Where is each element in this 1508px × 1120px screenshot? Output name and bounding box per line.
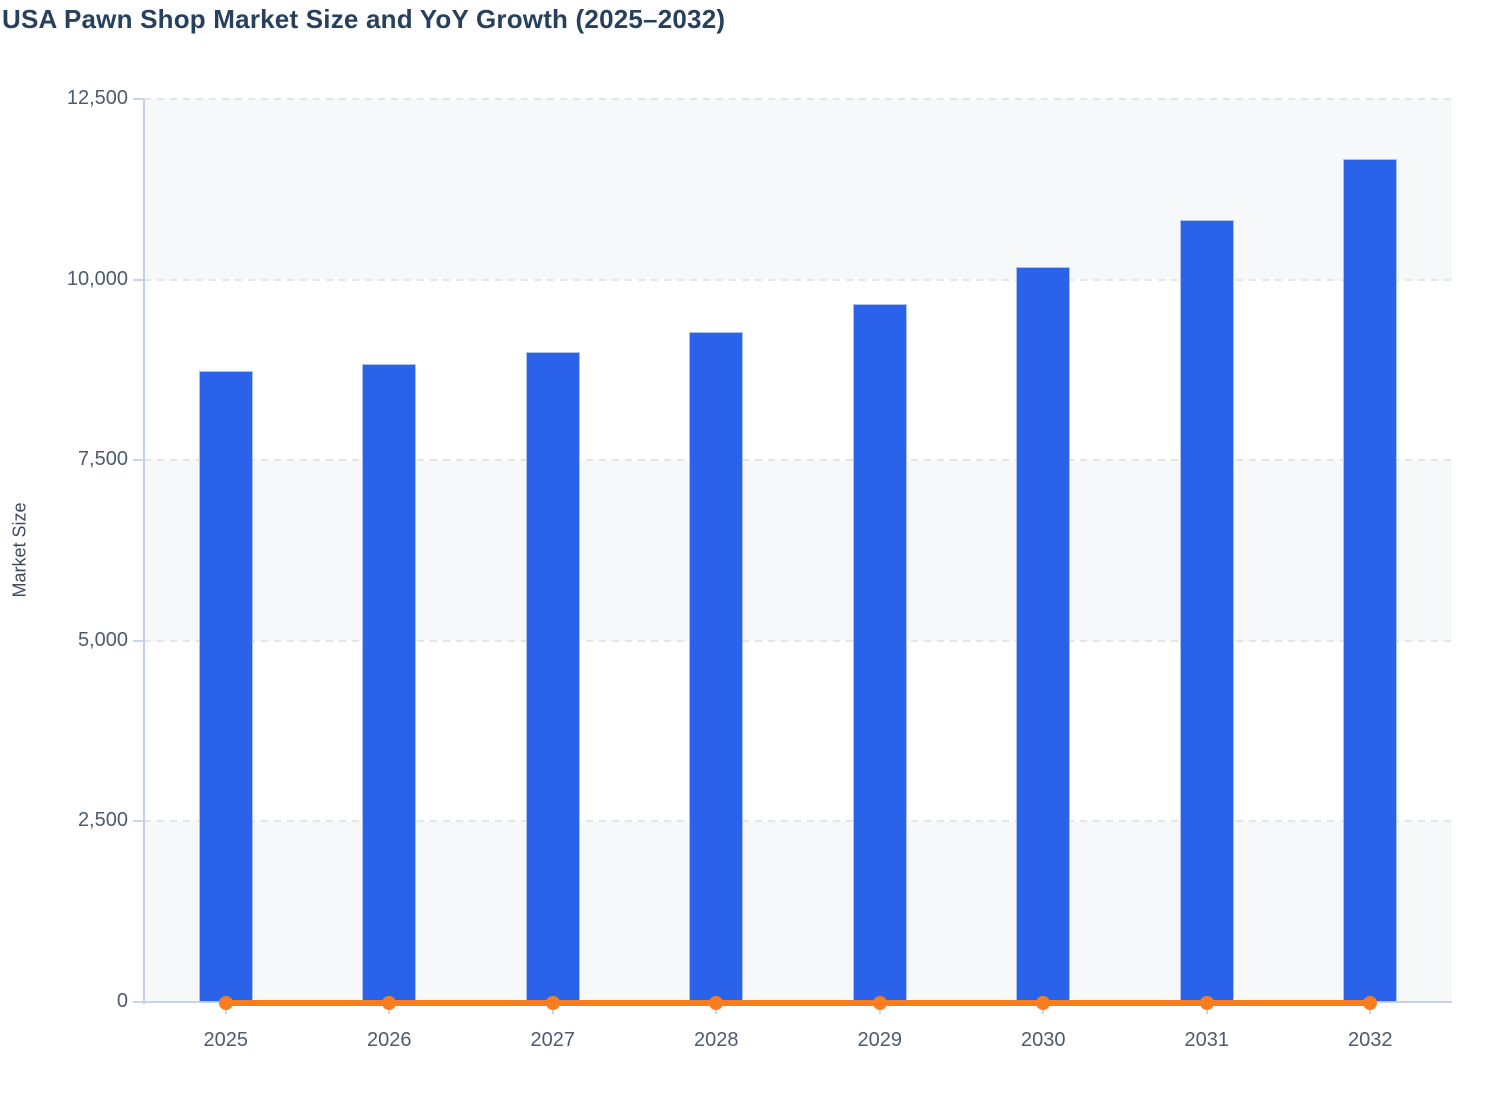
plot-band <box>144 821 1452 1002</box>
bar-2025[interactable] <box>198 370 253 1002</box>
bar-2028[interactable] <box>689 331 744 1002</box>
y-axis-tick <box>133 820 144 823</box>
y-tick-label: 2,500 <box>77 809 128 832</box>
yoy-point-2030[interactable] <box>1036 996 1051 1010</box>
x-tick-label: 2025 <box>203 1029 249 1051</box>
y-tick-label: 0 <box>116 990 128 1012</box>
yoy-point-2032[interactable] <box>1363 996 1378 1010</box>
yoy-point-2031[interactable] <box>1199 996 1214 1010</box>
gridline <box>144 98 1452 100</box>
yoy-growth-line <box>225 1000 1371 1006</box>
x-tick-label: 2027 <box>530 1029 576 1051</box>
yoy-point-2027[interactable] <box>545 996 560 1010</box>
y-axis-tick <box>133 639 144 642</box>
x-tick-label: 2032 <box>1348 1029 1393 1051</box>
x-tick-label: 2026 <box>367 1029 412 1051</box>
bar-2026[interactable] <box>362 364 417 1002</box>
yoy-point-2025[interactable] <box>218 996 233 1010</box>
y-axis-tick <box>133 98 144 100</box>
x-tick-label: 2031 <box>1184 1029 1230 1051</box>
gridline <box>144 639 1452 642</box>
y-axis-tick <box>133 1001 144 1003</box>
x-tick-label: 2028 <box>694 1029 739 1051</box>
gridline <box>144 459 1452 462</box>
bar-2027[interactable] <box>525 351 580 1002</box>
bar-2030[interactable] <box>1016 266 1071 1002</box>
y-tick-label: 7,500 <box>77 448 128 471</box>
yoy-point-2028[interactable] <box>709 996 724 1010</box>
plot-band <box>144 460 1452 641</box>
yoy-point-2029[interactable] <box>872 996 887 1010</box>
y-axis-tick <box>133 459 144 462</box>
plot-area <box>144 98 1452 1010</box>
x-tick-label: 2030 <box>1021 1029 1066 1051</box>
y-tick-label: 5,000 <box>77 628 128 651</box>
chart-title: USA Pawn Shop Market Size and YoY Growth… <box>2 4 726 34</box>
plot-band <box>144 99 1452 280</box>
gridline <box>144 820 1452 823</box>
x-tick-label: 2029 <box>857 1029 903 1051</box>
y-axis-tick <box>133 278 144 281</box>
yoy-point-2026[interactable] <box>382 996 397 1010</box>
bar-2029[interactable] <box>852 304 907 1002</box>
bar-2032[interactable] <box>1343 158 1398 1002</box>
gridline <box>144 278 1452 281</box>
y-tick-label: 12,500 <box>66 87 128 109</box>
y-axis-line <box>143 99 145 1004</box>
y-axis-title: Market Size <box>9 502 30 598</box>
bar-2031[interactable] <box>1179 220 1234 1002</box>
y-tick-label: 10,000 <box>66 267 128 290</box>
